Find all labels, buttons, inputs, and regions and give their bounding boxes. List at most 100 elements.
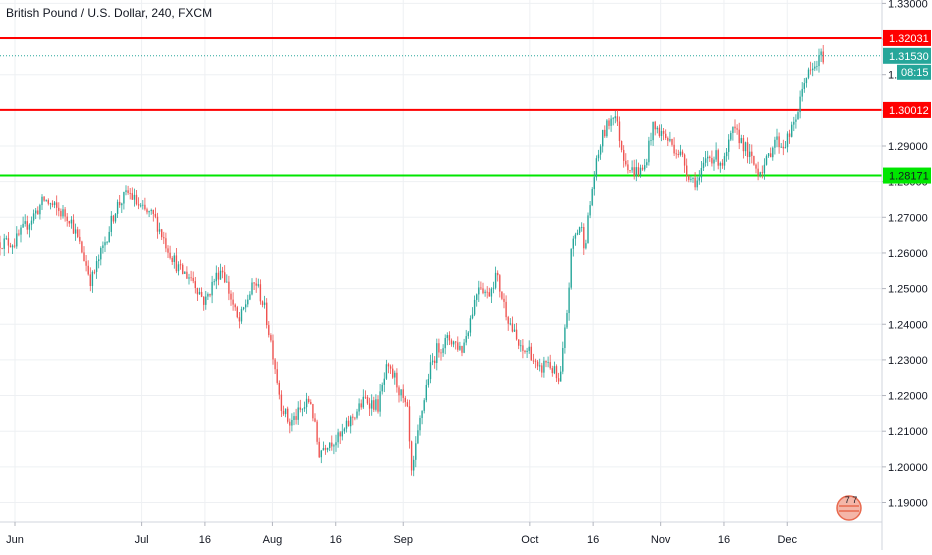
candle-body	[719, 162, 721, 166]
candle-body	[509, 323, 511, 325]
price-tick-label: 1.25000	[888, 284, 928, 296]
candle-body	[749, 151, 751, 157]
candle-body	[81, 241, 83, 253]
time-tick-label: 16	[330, 534, 342, 546]
candle-body	[595, 158, 598, 178]
candle-body	[95, 261, 98, 272]
candle-body	[633, 167, 635, 177]
candle-body	[791, 124, 793, 137]
candle-body	[35, 210, 37, 214]
candle-body	[784, 147, 787, 149]
candle-body	[536, 361, 539, 367]
candle-body	[263, 302, 266, 305]
candle-body	[557, 378, 560, 382]
time-tick-label: Nov	[651, 534, 671, 546]
candle-body	[179, 264, 182, 266]
candle-body	[740, 138, 742, 144]
candle-body	[343, 428, 346, 432]
tradingview-logo-icon[interactable]: 7 7	[836, 495, 862, 521]
candle-body	[501, 291, 503, 299]
candle-body	[728, 139, 730, 152]
candle-body	[133, 194, 136, 200]
candle-body	[257, 284, 259, 286]
candle-body	[47, 200, 49, 204]
candle-body	[488, 292, 490, 297]
candle-body	[1, 248, 3, 249]
candle-body	[16, 233, 18, 247]
candle-body	[314, 418, 316, 422]
price-tick-label: 1.20000	[888, 462, 928, 474]
resistance-level-badge	[883, 101, 931, 118]
candle-body	[62, 209, 64, 217]
price-labels: 1.32031 1.30012 1.28171 1.31530 08:15	[883, 29, 931, 184]
candle-body	[499, 275, 501, 292]
candle-body	[322, 447, 325, 451]
price-tick-label: 1.22000	[888, 391, 928, 403]
candle-body	[249, 294, 251, 300]
candle-body	[505, 301, 507, 318]
candle-body	[732, 126, 734, 134]
candle-body	[656, 127, 658, 130]
candle-body	[814, 66, 816, 69]
countdown-badge	[897, 64, 931, 80]
candle-body	[602, 129, 604, 147]
candle-body	[478, 287, 480, 295]
candle-body	[339, 432, 341, 437]
candle-body	[7, 238, 10, 246]
candle-body	[72, 219, 75, 234]
candle-body	[70, 219, 73, 224]
candle-body	[551, 368, 553, 374]
candle-body	[494, 272, 497, 288]
candle-body	[37, 210, 39, 215]
candle-body	[644, 165, 646, 170]
candle-body	[85, 261, 87, 266]
candle-body	[513, 329, 516, 332]
candle-body	[709, 156, 711, 158]
candle-body	[604, 129, 606, 137]
candle-body	[39, 205, 41, 215]
candle-body	[446, 335, 448, 338]
candle-body	[26, 221, 28, 230]
candle-body	[335, 442, 337, 446]
candle-body	[53, 202, 56, 206]
candle-body	[410, 441, 413, 471]
price-tick-label: 1.33000	[888, 0, 928, 10]
candle-body	[669, 138, 671, 141]
candle-body	[751, 151, 753, 156]
time-tick-label: Dec	[777, 534, 797, 546]
candle-body	[196, 288, 199, 295]
candle-body	[608, 120, 610, 126]
candle-body	[578, 227, 581, 233]
candle-body	[238, 317, 241, 322]
candle-body	[329, 442, 331, 448]
candle-body	[297, 407, 299, 420]
candle-body	[463, 342, 465, 353]
candle-body	[308, 398, 310, 403]
price-axis[interactable]: 1.19000 1.20000 1.21000 1.22000 1.23000 1.240…	[881, 0, 932, 550]
candle-body	[702, 162, 705, 168]
horizontal-levels[interactable]	[0, 36, 882, 177]
chart-title: British Pound / U.S. Dollar, 240, FXCM	[6, 6, 213, 20]
candle-body	[568, 287, 570, 314]
candle-body	[209, 294, 211, 296]
candle-body	[614, 116, 616, 119]
candle-body	[394, 372, 396, 378]
candle-body	[448, 335, 451, 341]
candle-body	[780, 146, 782, 148]
candle-body	[43, 196, 45, 201]
candle-body	[83, 252, 85, 262]
candle-body	[221, 270, 224, 273]
candle-body	[482, 288, 484, 294]
candle-body	[293, 416, 295, 420]
candle-body	[152, 209, 154, 214]
countdown-label: 08:15	[901, 67, 929, 79]
candle-body	[591, 189, 593, 206]
candle-body	[755, 164, 757, 169]
time-axis[interactable]: Jun Jul 16 Aug 16 Sep Oct 16 Nov 16 Dec	[0, 521, 882, 546]
resistance-level-label: 1.30012	[889, 105, 929, 117]
candle-body	[532, 360, 535, 362]
candle-body	[30, 220, 33, 225]
